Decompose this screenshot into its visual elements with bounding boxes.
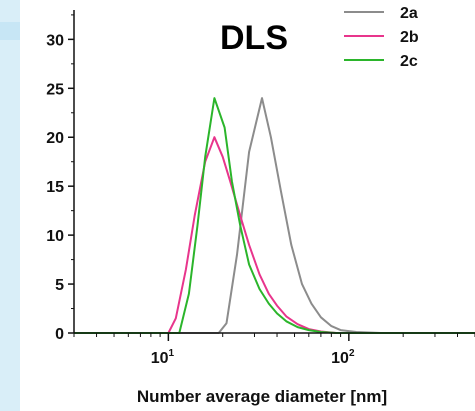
y-tick-label: 5 xyxy=(55,277,64,294)
ticks-layer: 0 5 10 15 20 25 30 101 102 xyxy=(46,14,475,367)
x-tick-label: 101 xyxy=(151,348,175,367)
y-tick-label: 25 xyxy=(46,81,64,98)
y-tick-label: 0 xyxy=(55,326,64,343)
x-tick-label: 102 xyxy=(331,348,355,367)
left-panel-strip xyxy=(0,0,20,411)
y-tick-label: 20 xyxy=(46,130,64,147)
y-tick-label: 10 xyxy=(46,228,64,245)
legend-label-2b: 2b xyxy=(400,29,419,46)
series-layer xyxy=(74,97,475,334)
x-axis-title: Number average diameter [nm] xyxy=(137,387,387,406)
legend-label-2a: 2a xyxy=(400,5,418,22)
y-tick-label: 30 xyxy=(46,32,64,49)
left-panel-tab xyxy=(0,22,20,40)
series-line-2b xyxy=(74,136,475,334)
chart-title: DLS xyxy=(220,19,288,57)
y-tick-label: 15 xyxy=(46,179,64,196)
legend-label-2c: 2c xyxy=(400,53,418,70)
series-line-2a xyxy=(74,97,475,334)
series-line-2c xyxy=(74,97,475,334)
legend: 2a 2b 2c xyxy=(344,5,419,70)
